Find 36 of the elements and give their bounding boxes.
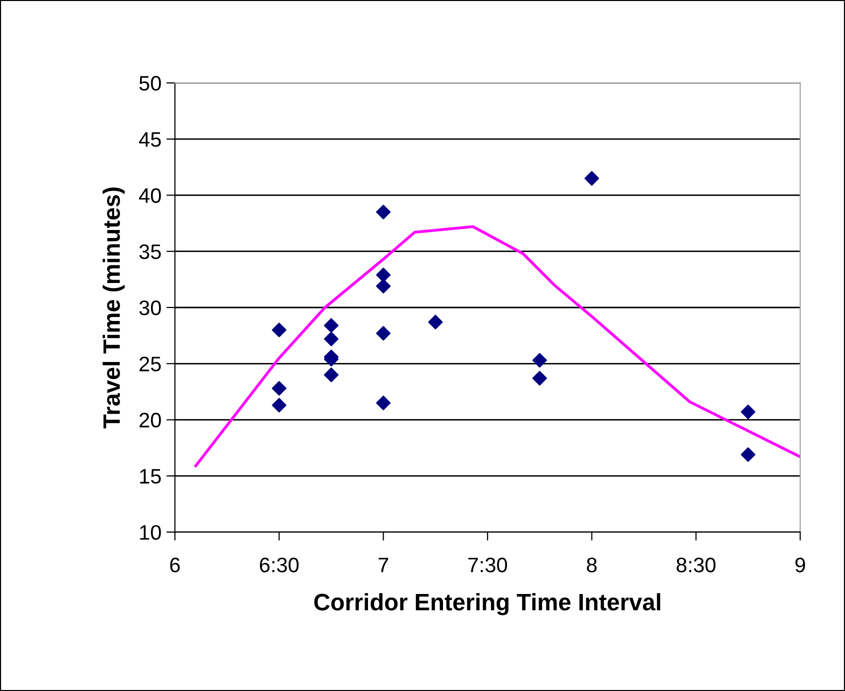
point — [584, 171, 600, 186]
line-series — [194, 225, 800, 468]
y-tick-label: 50 — [139, 76, 161, 91]
point — [324, 368, 339, 382]
point — [324, 318, 339, 333]
point — [272, 322, 286, 338]
x-axis-title: Corridor Entering Time Interval — [314, 593, 660, 616]
y-tick-label: 45 — [139, 132, 161, 147]
point — [740, 404, 756, 420]
point — [376, 326, 391, 341]
point — [324, 332, 339, 346]
x-tick-label: 9 — [795, 558, 806, 572]
point — [272, 381, 286, 396]
point — [740, 447, 756, 462]
point — [376, 204, 391, 220]
x-tick-label: 8:30 — [676, 558, 716, 572]
y-tick-label: 35 — [139, 244, 161, 260]
y-tick-label: 15 — [140, 469, 161, 484]
point — [376, 278, 391, 294]
point — [428, 314, 443, 330]
point — [376, 396, 391, 410]
point — [532, 352, 547, 368]
x-tick-label: 6:30 — [260, 558, 299, 572]
x-tick-label: 7:30 — [468, 558, 508, 572]
point — [376, 268, 391, 282]
y-axis-title: Travel Time (minutes) — [102, 187, 125, 428]
y-tick-label: 25 — [140, 356, 161, 372]
x-tick-label: 8 — [586, 558, 597, 572]
y-tick-label: 20 — [140, 412, 161, 428]
x-tick-label: 7 — [378, 558, 388, 572]
y-tick-label: 30 — [139, 300, 161, 316]
y-tick-label: 40 — [139, 188, 161, 203]
y-tick-label: 10 — [140, 525, 161, 540]
x-tick-label: 6 — [170, 558, 180, 572]
point — [272, 398, 286, 412]
point — [532, 370, 547, 386]
